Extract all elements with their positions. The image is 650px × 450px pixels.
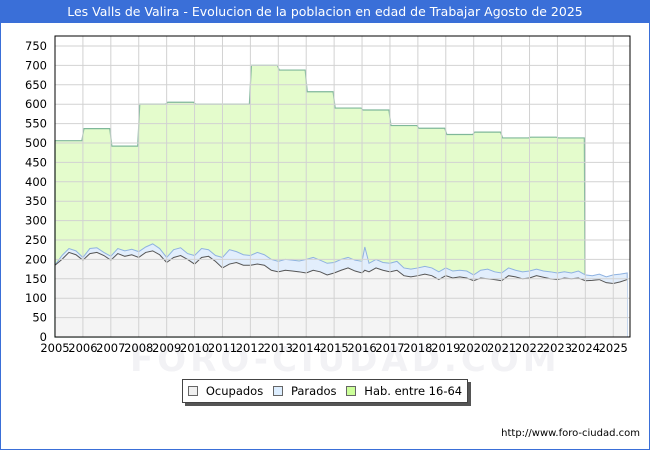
x-tick-label: 2005 <box>40 341 69 355</box>
y-tick-label: 650 <box>25 78 47 92</box>
x-tick-label: 2011 <box>208 341 237 355</box>
series-ocupados-area <box>55 250 628 337</box>
x-tick-label: 2012 <box>236 341 265 355</box>
y-tick-label: 750 <box>25 39 47 53</box>
y-tick-label: 500 <box>25 136 47 150</box>
x-tick-label: 2023 <box>543 341 572 355</box>
y-tick-label: 250 <box>25 233 47 247</box>
x-tick-label: 2020 <box>459 341 488 355</box>
legend-swatch-parados <box>272 386 283 396</box>
watermark: FORO-CIUDAD.COM <box>130 340 561 380</box>
x-tick-label: 2006 <box>68 341 97 355</box>
y-tick-label: 0 <box>40 330 47 344</box>
legend-item-habitantes: Hab. entre 16-64 <box>346 384 462 398</box>
x-tick-label: 2021 <box>487 341 516 355</box>
legend-swatch-habitantes <box>346 386 357 396</box>
y-tick-label: 50 <box>32 311 47 325</box>
legend-label-ocupados: Ocupados <box>205 384 264 398</box>
y-tick-label: 600 <box>25 97 47 111</box>
x-tick-label: 2010 <box>180 341 209 355</box>
y-tick-label: 550 <box>25 117 47 131</box>
plot-border <box>54 35 631 338</box>
x-tick-label: 2015 <box>319 341 348 355</box>
source-credit: http://www.foro-ciudad.com <box>501 428 640 439</box>
legend-label-parados: Parados <box>290 384 337 398</box>
chart-title: Les Valls de Valira - Evolucion de la po… <box>0 0 650 23</box>
y-tick-label: 400 <box>25 175 47 189</box>
x-tick-label: 2019 <box>431 341 460 355</box>
legend-item-ocupados: Ocupados <box>187 384 264 398</box>
x-tick-label: 2022 <box>515 341 544 355</box>
series-ocupados-line <box>54 250 628 284</box>
y-tick-label: 700 <box>25 58 47 72</box>
x-tick-label: 2007 <box>96 341 125 355</box>
legend: Ocupados Parados Hab. entre 16-64 <box>182 379 468 403</box>
legend-label-habitantes: Hab. entre 16-64 <box>364 384 463 398</box>
y-tick-label: 100 <box>25 291 47 305</box>
legend-swatch-ocupados <box>187 386 198 396</box>
x-tick-label: 2009 <box>152 341 181 355</box>
y-tick-label: 450 <box>25 155 47 169</box>
x-tick-label: 2016 <box>347 341 376 355</box>
x-tick-label: 2008 <box>124 341 153 355</box>
x-tick-label: 2025 <box>599 341 628 355</box>
y-tick-label: 150 <box>25 272 47 286</box>
y-tick-label: 200 <box>25 252 47 266</box>
x-tick-label: 2013 <box>264 341 293 355</box>
x-tick-label: 2018 <box>403 341 432 355</box>
x-tick-label: 2024 <box>571 341 600 355</box>
y-tick-label: 350 <box>25 194 47 208</box>
legend-item-parados: Parados <box>272 384 337 398</box>
y-tick-label: 300 <box>25 214 47 228</box>
x-tick-label: 2017 <box>375 341 404 355</box>
x-tick-label: 2014 <box>292 341 321 355</box>
